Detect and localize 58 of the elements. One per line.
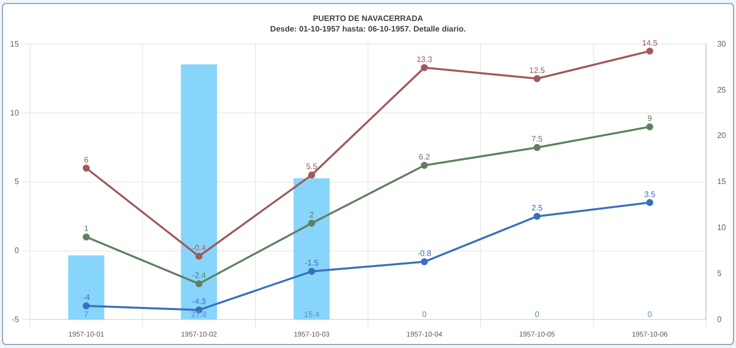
data-label: -1.5	[304, 258, 320, 268]
data-label: 27.8	[191, 310, 208, 319]
point	[420, 64, 428, 72]
point	[195, 280, 202, 288]
data-label: -0.4	[192, 243, 206, 252]
point	[646, 199, 654, 206]
y2-tick-label: 30	[717, 39, 727, 48]
data-label: 1	[84, 224, 90, 234]
point	[534, 212, 541, 220]
point	[82, 302, 90, 310]
data-label: 5.5	[306, 162, 318, 172]
y2-tick-label: 15	[717, 177, 727, 186]
data-label: -0.8	[417, 248, 432, 258]
data-label: 3.5	[644, 190, 656, 199]
y2-tick-label: 0	[717, 314, 722, 324]
data-label: 14.5	[642, 38, 658, 48]
data-label: 2	[309, 210, 314, 220]
data-label: 7.5	[531, 134, 544, 144]
y-tick-label: -5	[12, 314, 20, 324]
y2-tick-label: 5	[717, 268, 722, 278]
data-label: 9	[648, 114, 653, 124]
chart-title: PUERTO DE NAVACERRADA	[312, 14, 424, 24]
data-label: -4.3	[192, 297, 206, 306]
data-label: 0	[648, 310, 653, 319]
point	[420, 258, 428, 266]
data-label: 0	[534, 310, 540, 319]
point	[195, 252, 202, 260]
point	[534, 75, 541, 82]
bar	[180, 64, 217, 320]
y-tick-label: 0	[14, 246, 20, 255]
data-label: 6.2	[418, 152, 430, 162]
y-tick-label: 5	[14, 177, 20, 186]
y-tick-label: 10	[10, 108, 20, 118]
bar	[294, 178, 330, 320]
point	[82, 233, 90, 240]
data-label: -2.4	[192, 271, 206, 280]
bar	[68, 255, 104, 320]
chart-subtitle: Desde: 01-10-1957 hasta: 06-10-1957. Detalle diario.	[270, 24, 466, 34]
point	[308, 172, 316, 179]
point	[308, 268, 316, 275]
data-label: 7	[84, 310, 90, 319]
data-label: 13.3	[416, 54, 433, 64]
data-label: 2.5	[531, 204, 544, 213]
data-label: 0	[422, 310, 428, 319]
point	[534, 144, 541, 151]
point	[420, 162, 428, 169]
y2-tick-label: 20	[717, 131, 727, 140]
y-tick-label: 15	[10, 39, 20, 48]
point	[646, 48, 654, 55]
data-label: 15.4	[304, 310, 320, 319]
point	[308, 220, 316, 227]
point	[646, 123, 654, 130]
data-label: -4	[82, 293, 90, 302]
data-label: 12.5	[529, 66, 546, 75]
y2-tick-label: 10	[717, 223, 727, 232]
data-label: 6	[84, 155, 90, 164]
y2-tick-label: 25	[717, 85, 727, 94]
point	[82, 164, 90, 172]
